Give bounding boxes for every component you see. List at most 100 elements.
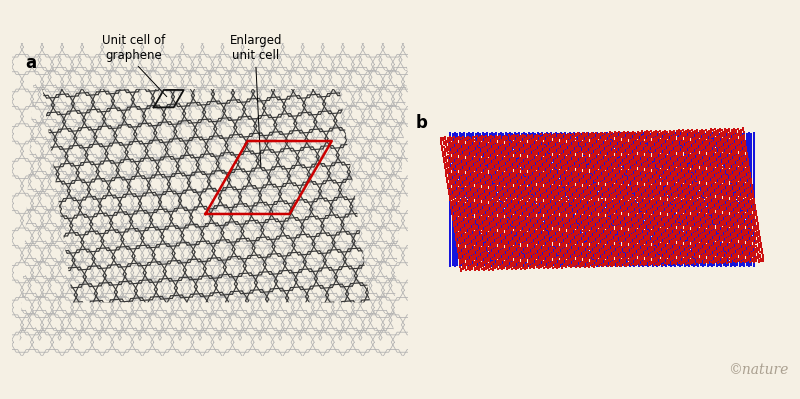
Point	[509, 140, 522, 146]
Point	[685, 195, 698, 201]
Point	[669, 140, 682, 146]
Point	[608, 171, 621, 177]
Point	[613, 174, 626, 181]
Point	[544, 175, 557, 181]
Point	[616, 217, 629, 224]
Point	[680, 132, 693, 138]
Point	[681, 240, 694, 246]
Point	[725, 140, 738, 146]
Point	[537, 141, 550, 148]
Point	[672, 171, 685, 177]
Point	[687, 237, 700, 243]
Point	[648, 209, 661, 216]
Point	[722, 141, 734, 147]
Point	[551, 253, 564, 260]
Point	[681, 163, 694, 169]
Point	[534, 175, 547, 181]
Point	[605, 176, 618, 182]
Point	[677, 186, 690, 192]
Point	[567, 174, 580, 180]
Point	[678, 181, 691, 187]
Point	[605, 148, 618, 154]
Point	[701, 196, 714, 203]
Point	[669, 241, 682, 247]
Point	[648, 133, 661, 139]
Point	[610, 234, 623, 241]
Point	[504, 259, 517, 265]
Point	[665, 136, 678, 142]
Point	[625, 149, 638, 155]
Point	[642, 170, 654, 176]
Point	[552, 169, 565, 176]
Point	[626, 145, 638, 151]
Point	[536, 158, 549, 164]
Point	[710, 191, 722, 197]
Point	[562, 161, 575, 167]
Point	[461, 260, 474, 267]
Point	[669, 162, 682, 168]
Point	[598, 142, 611, 149]
Point	[689, 201, 702, 208]
Point	[602, 232, 615, 238]
Point	[560, 175, 573, 182]
Point	[688, 226, 701, 232]
Point	[642, 229, 655, 236]
Point	[736, 175, 749, 182]
Point	[665, 255, 678, 261]
Point	[567, 146, 580, 152]
Point	[646, 176, 658, 182]
Point	[562, 146, 575, 152]
Point	[460, 152, 473, 158]
Point	[566, 244, 579, 250]
Point	[598, 252, 610, 258]
Point	[568, 165, 581, 171]
Point	[564, 184, 577, 190]
Point	[610, 164, 622, 170]
Point	[575, 211, 588, 217]
Point	[638, 218, 651, 225]
Point	[529, 157, 542, 163]
Point	[626, 128, 639, 135]
Point	[730, 163, 743, 169]
Point	[614, 172, 627, 178]
Point	[602, 238, 615, 244]
Point	[563, 136, 576, 142]
Point	[473, 204, 486, 210]
Point	[513, 255, 526, 261]
Point	[485, 209, 498, 215]
Point	[658, 213, 670, 219]
Point	[520, 139, 533, 145]
Point	[730, 213, 742, 220]
Point	[593, 132, 606, 139]
Point	[510, 183, 523, 190]
Point	[454, 154, 466, 160]
Point	[557, 223, 570, 230]
Point	[554, 140, 567, 146]
Point	[674, 257, 686, 263]
Point	[729, 164, 742, 170]
Point	[639, 147, 652, 153]
Point	[612, 186, 625, 192]
Point	[602, 173, 615, 180]
Point	[694, 130, 706, 136]
Point	[582, 140, 594, 146]
Point	[602, 198, 615, 204]
Point	[683, 257, 696, 263]
Point	[594, 175, 607, 182]
Point	[515, 207, 528, 214]
Point	[683, 196, 696, 202]
Point	[627, 209, 640, 215]
Point	[586, 253, 598, 260]
Point	[699, 179, 712, 186]
Point	[446, 161, 459, 167]
Point	[669, 245, 682, 251]
Point	[607, 240, 620, 246]
Point	[520, 203, 533, 210]
Point	[550, 156, 563, 162]
Point	[726, 133, 739, 139]
Point	[634, 227, 647, 234]
Point	[706, 140, 719, 147]
Point	[621, 182, 634, 188]
Point	[708, 171, 721, 178]
Point	[628, 255, 641, 261]
